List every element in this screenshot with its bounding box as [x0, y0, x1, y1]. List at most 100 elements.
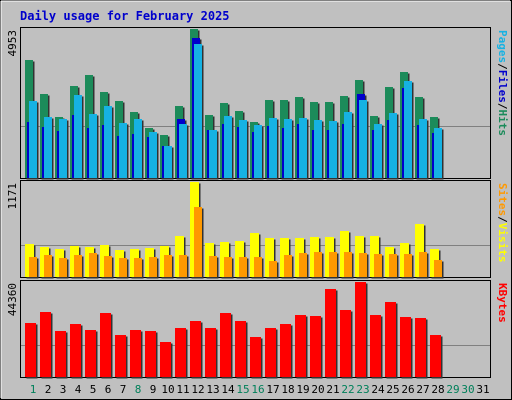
sites-bar-day-28 — [434, 260, 442, 277]
sites-bar-day-23 — [359, 253, 367, 277]
pages-bar-day-21 — [329, 121, 337, 178]
kbytes-bar-day-21 — [325, 289, 336, 377]
sites-bar-day-4 — [74, 255, 82, 277]
pages-bar-day-17 — [269, 118, 277, 178]
kbytes-bar-day-26 — [400, 317, 411, 377]
pages-bar-day-8 — [134, 119, 142, 178]
day-label-21: 21 — [326, 383, 339, 396]
day-label-26: 26 — [401, 383, 414, 396]
kbytes-bar-day-17 — [265, 328, 276, 377]
day-label-7: 7 — [120, 383, 127, 396]
kbytes-bar-day-20 — [310, 316, 321, 377]
pages-bar-day-23 — [359, 100, 367, 178]
legend-entry: / — [496, 63, 509, 70]
sites-bar-day-24 — [374, 254, 382, 277]
day-label-13: 13 — [206, 383, 219, 396]
day-label-6: 6 — [105, 383, 112, 396]
sites-bar-day-21 — [329, 252, 337, 277]
kbytes-bar-day-28 — [430, 335, 441, 377]
sites-bar-day-8 — [134, 258, 142, 277]
pages-bar-day-18 — [284, 119, 292, 178]
pages-bar-day-24 — [374, 124, 382, 178]
kbytes-bar-day-15 — [235, 321, 246, 377]
day-label-5: 5 — [90, 383, 97, 396]
pages-bar-day-27 — [419, 119, 427, 178]
visits-legend: Sites/Visits — [496, 183, 509, 263]
day-label-31: 31 — [476, 383, 489, 396]
kbytes-bar-day-8 — [130, 330, 141, 377]
day-label-28: 28 — [431, 383, 444, 396]
pages-bar-day-5 — [89, 114, 97, 178]
kbytes-legend: KBytes — [496, 283, 509, 323]
pages-bar-day-2 — [44, 117, 52, 178]
kbytes-bar-day-14 — [220, 313, 231, 377]
day-label-19: 19 — [296, 383, 309, 396]
sites-bar-day-10 — [164, 255, 172, 277]
kbytes-bar-day-24 — [370, 315, 381, 377]
day-label-9: 9 — [150, 383, 157, 396]
sites-bar-day-2 — [44, 255, 52, 277]
sites-bar-day-25 — [389, 254, 397, 277]
pages-bar-day-3 — [59, 119, 67, 178]
kbytes-bar-day-7 — [115, 335, 126, 377]
legend-entry: Visits — [496, 223, 509, 263]
day-label-18: 18 — [281, 383, 294, 396]
pages-bar-day-19 — [299, 118, 307, 178]
pages-bar-day-22 — [344, 112, 352, 178]
sites-bar-day-3 — [59, 258, 67, 277]
data-bars — [25, 29, 442, 377]
day-label-25: 25 — [386, 383, 399, 396]
sites-bar-day-22 — [344, 252, 352, 277]
sites-bar-day-20 — [314, 252, 322, 277]
day-label-27: 27 — [416, 383, 429, 396]
pages-bar-day-28 — [434, 128, 442, 178]
legend-entry: KBytes — [496, 283, 509, 323]
pages-bar-day-20 — [314, 120, 322, 178]
kbytes-bar-day-13 — [205, 328, 216, 377]
hits-max-label: 4953 — [6, 30, 19, 57]
kbytes-bar-day-2 — [40, 312, 51, 377]
legend-entry: Hits — [496, 110, 509, 137]
pages-bar-day-6 — [104, 106, 112, 178]
sites-bar-day-5 — [89, 253, 97, 277]
sites-bar-day-7 — [119, 258, 127, 277]
sites-bar-day-19 — [299, 253, 307, 277]
kbytes-bar-day-4 — [70, 324, 81, 377]
day-label-23: 23 — [356, 383, 369, 396]
day-label-14: 14 — [221, 383, 235, 396]
sites-bar-day-15 — [239, 257, 247, 277]
legend-entry: Sites — [496, 183, 509, 216]
sites-bar-day-6 — [104, 256, 112, 277]
sites-bar-day-26 — [404, 254, 412, 277]
kbytes-max-label: 44360 — [6, 283, 19, 316]
pages-bar-day-16 — [254, 125, 262, 178]
pages-bar-day-26 — [404, 81, 412, 178]
kbytes-bar-day-25 — [385, 302, 396, 377]
kbytes-bar-day-16 — [250, 337, 261, 377]
sites-bar-day-9 — [149, 257, 157, 277]
legend-entry: / — [496, 216, 509, 223]
kbytes-bar-day-22 — [340, 310, 351, 377]
day-label-11: 11 — [176, 383, 189, 396]
sites-bar-day-27 — [419, 252, 427, 277]
kbytes-bar-day-5 — [85, 330, 96, 377]
pages-bar-day-1 — [29, 101, 37, 178]
day-label-20: 20 — [311, 383, 324, 396]
visits-max-label: 1171 — [6, 183, 19, 210]
pages-bar-day-25 — [389, 113, 397, 178]
visits-bar-day-27 — [415, 224, 424, 277]
day-label-3: 3 — [60, 383, 67, 396]
day-label-30: 30 — [461, 383, 474, 396]
visits-bar-day-17 — [265, 238, 274, 277]
pages-bar-day-7 — [119, 123, 127, 178]
pages-bar-day-15 — [239, 120, 247, 178]
visits-bar-day-16 — [250, 233, 259, 277]
legend-entry: Pages — [496, 30, 509, 63]
day-label-29: 29 — [446, 383, 459, 396]
kbytes-bar-day-18 — [280, 324, 291, 377]
sites-bar-day-1 — [29, 257, 37, 277]
day-label-12: 12 — [191, 383, 204, 396]
legend-entry: / — [496, 103, 509, 110]
